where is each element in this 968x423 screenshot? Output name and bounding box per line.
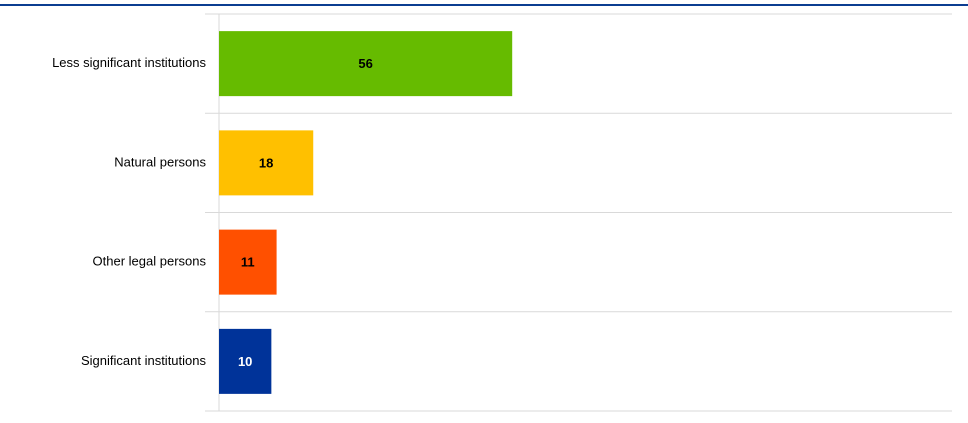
bar: [219, 229, 277, 295]
data-label: 10: [238, 354, 252, 369]
y-tick-label: Natural persons: [114, 154, 206, 169]
bar: [219, 31, 513, 97]
data-label: 56: [358, 56, 372, 71]
y-tick-label: Significant institutions: [81, 353, 207, 368]
data-label: 11: [241, 255, 255, 270]
bar: [219, 130, 314, 196]
bar: [219, 328, 272, 394]
y-tick-label: Other legal persons: [93, 254, 207, 269]
data-label: 18: [259, 155, 273, 170]
y-tick-label: Less significant institutions: [52, 55, 206, 70]
